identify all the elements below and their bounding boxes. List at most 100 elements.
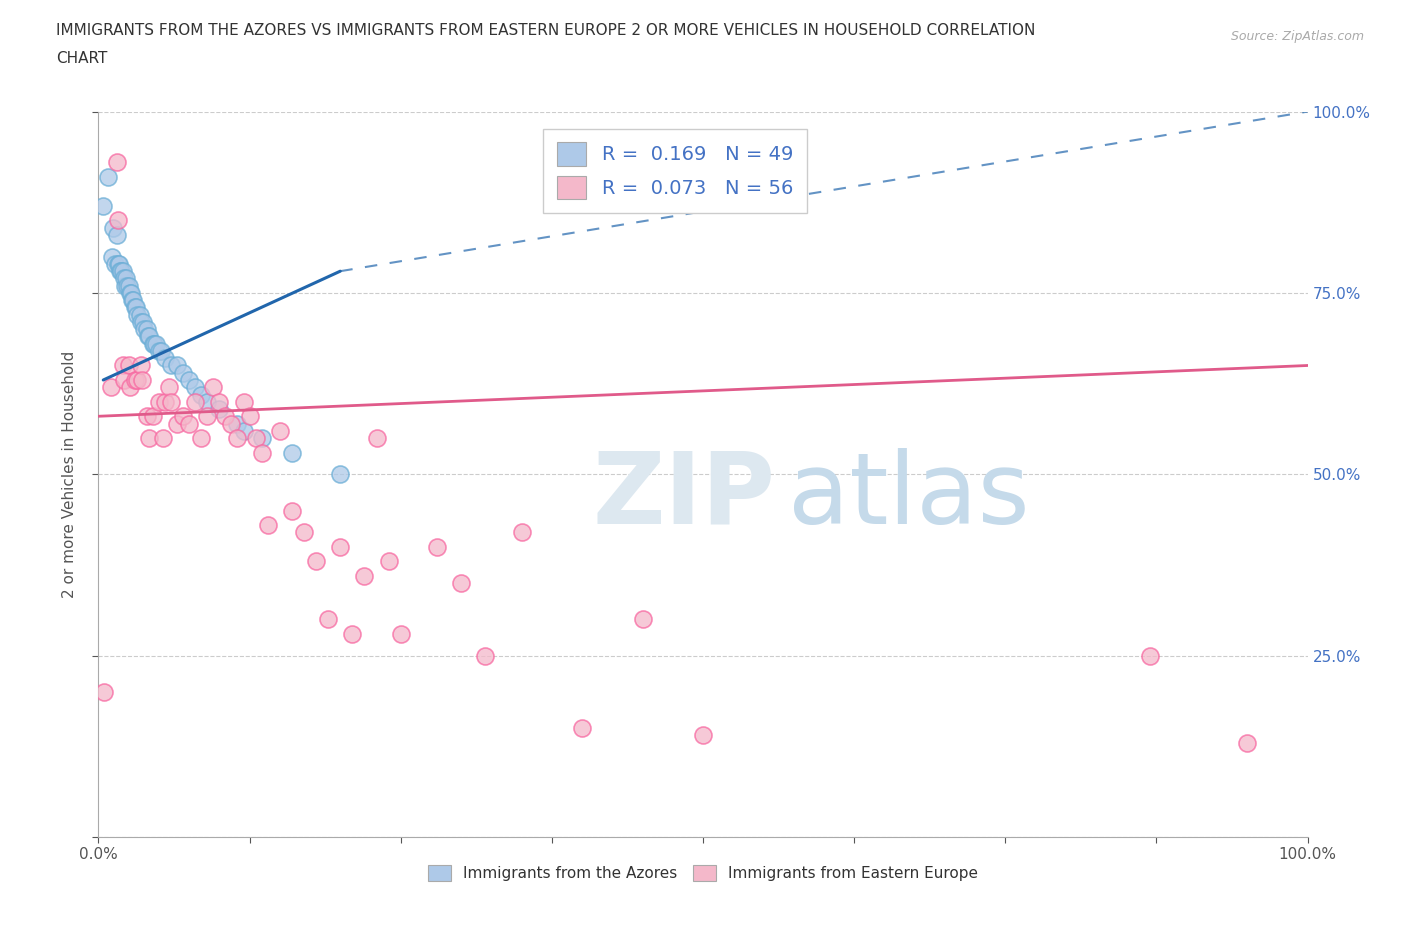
Point [152, 431, 174, 445]
Point [426, 539, 449, 554]
Point [184, 394, 207, 409]
Point [112, 271, 135, 286]
Point [115, 271, 138, 286]
Point [118, 358, 141, 373]
Point [202, 379, 225, 394]
Point [366, 431, 388, 445]
Point [153, 351, 176, 365]
Point [105, 228, 128, 243]
Point [184, 379, 207, 394]
Point [148, 343, 170, 358]
Point [107, 213, 129, 228]
Point [160, 358, 183, 373]
Point [166, 358, 188, 373]
Point [256, 518, 278, 533]
Text: Source: ZipAtlas.com: Source: ZipAtlas.com [1230, 30, 1364, 43]
Point [232, 423, 254, 438]
Point [195, 394, 218, 409]
Point [142, 409, 165, 424]
Point [226, 431, 249, 445]
Point [292, 525, 315, 539]
Point [329, 539, 352, 554]
Point [281, 445, 304, 460]
Point [108, 264, 131, 279]
Point [232, 394, 254, 409]
Point [239, 409, 262, 424]
Point [190, 387, 212, 402]
Point [117, 278, 139, 293]
Point [100, 249, 122, 264]
Point [124, 373, 146, 388]
Point [118, 379, 141, 394]
Point [127, 373, 149, 388]
Point [474, 648, 496, 663]
Point [269, 423, 291, 438]
Y-axis label: 2 or more Vehicles in Household: 2 or more Vehicles in Household [62, 351, 77, 598]
Point [135, 409, 157, 424]
Point [281, 503, 304, 518]
Point [97, 169, 120, 184]
Point [100, 379, 122, 394]
Point [121, 293, 143, 308]
Point [450, 576, 472, 591]
Point [342, 627, 364, 642]
Point [118, 278, 141, 293]
Point [118, 286, 141, 300]
Point [101, 220, 124, 235]
Point [91, 198, 114, 213]
Point [245, 431, 267, 445]
Point [208, 394, 231, 409]
Text: atlas: atlas [787, 447, 1029, 545]
Point [226, 416, 249, 431]
Point [128, 307, 150, 322]
Point [148, 394, 170, 409]
Point [124, 300, 146, 315]
Point [250, 445, 273, 460]
Point [111, 358, 134, 373]
Point [172, 365, 194, 380]
Point [389, 627, 412, 642]
Point [108, 257, 131, 272]
Point [179, 373, 201, 388]
Point [353, 568, 375, 583]
Point [305, 554, 328, 569]
Point [131, 373, 153, 388]
Point [114, 278, 136, 293]
Point [111, 264, 134, 279]
Point [571, 721, 593, 736]
Point [129, 314, 152, 329]
Point [195, 409, 218, 424]
Point [145, 337, 167, 352]
Point [143, 337, 166, 352]
Text: ZIP: ZIP [593, 447, 776, 545]
Point [110, 264, 132, 279]
Point [190, 431, 212, 445]
Point [166, 416, 188, 431]
Point [105, 155, 128, 170]
Point [692, 728, 714, 743]
Legend: Immigrants from the Azores, Immigrants from Eastern Europe: Immigrants from the Azores, Immigrants f… [422, 859, 984, 887]
Point [112, 373, 135, 388]
Point [138, 329, 160, 344]
Point [150, 343, 173, 358]
Point [93, 684, 115, 699]
Point [132, 314, 155, 329]
Point [107, 257, 129, 272]
Point [250, 431, 273, 445]
Point [120, 286, 142, 300]
Point [122, 293, 145, 308]
Point [127, 307, 149, 322]
Text: IMMIGRANTS FROM THE AZORES VS IMMIGRANTS FROM EASTERN EUROPE 2 OR MORE VEHICLES : IMMIGRANTS FROM THE AZORES VS IMMIGRANTS… [56, 23, 1036, 38]
Point [631, 612, 654, 627]
Point [153, 394, 176, 409]
Point [135, 322, 157, 337]
Point [329, 467, 352, 482]
Point [1139, 648, 1161, 663]
Point [142, 337, 165, 352]
Text: CHART: CHART [56, 51, 108, 66]
Point [134, 322, 156, 337]
Point [214, 409, 236, 424]
Point [129, 358, 152, 373]
Point [160, 394, 183, 409]
Point [104, 257, 127, 272]
